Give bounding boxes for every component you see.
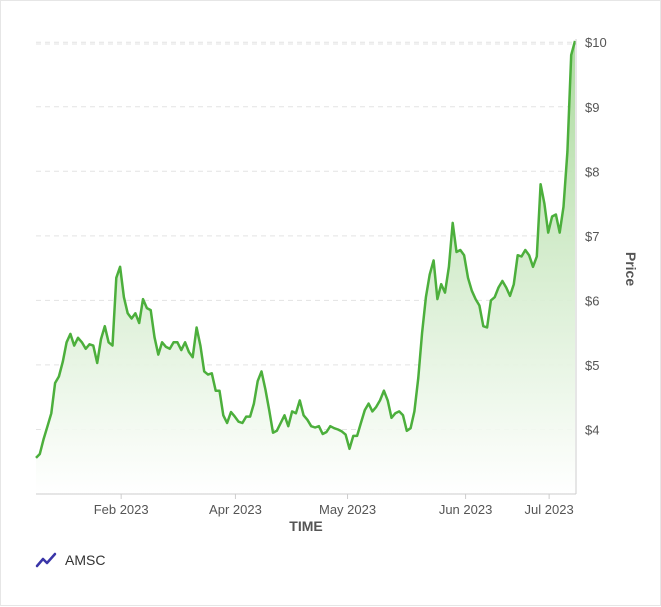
x-tick-label: Feb 2023 (94, 502, 149, 517)
y-tick-label: $4 (585, 422, 599, 437)
series-line-amsc[interactable] (35, 40, 577, 459)
x-tick-label: Jul 2023 (525, 502, 574, 517)
axes (36, 39, 577, 495)
series-area-amsc (36, 40, 575, 495)
legend[interactable]: AMSC (35, 551, 105, 569)
y-axis-ticks: $4 $5 $6 $7 $8 $9 $10 (585, 35, 607, 437)
x-tick-label: Jun 2023 (439, 502, 493, 517)
line-chart-icon (35, 551, 57, 569)
y-tick-label: $8 (585, 164, 599, 179)
y-tick-label: $7 (585, 229, 599, 244)
x-tick-label: May 2023 (319, 502, 376, 517)
y-tick-label: $9 (585, 100, 599, 115)
legend-label: AMSC (65, 552, 106, 568)
y-tick-label: $10 (585, 35, 607, 50)
x-axis-ticks: Feb 2023 Apr 2023 May 2023 Jun 2023 Jul 2023 (94, 494, 574, 517)
area-fill-layer (35, 40, 577, 495)
y-tick-label: $6 (585, 293, 599, 308)
y-axis-title: Price (623, 252, 639, 286)
x-axis-title: TIME (289, 518, 322, 534)
x-tick-label: Apr 2023 (209, 502, 262, 517)
y-tick-label: $5 (585, 358, 599, 373)
